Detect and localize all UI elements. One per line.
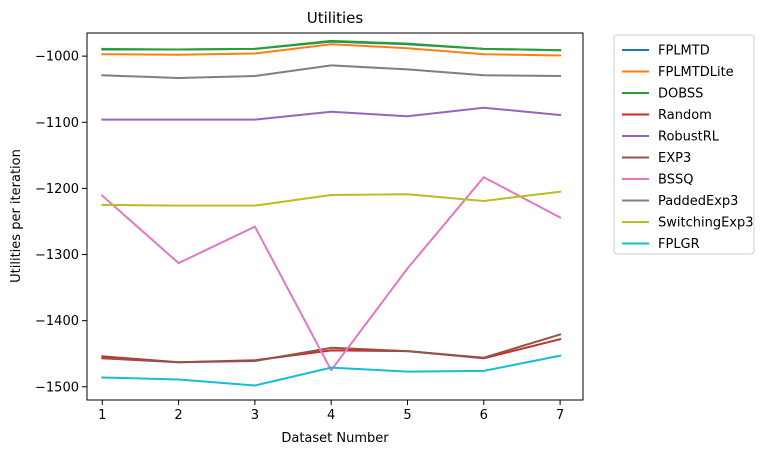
series-line-robustrl bbox=[101, 106, 562, 121]
legend-label-fplgr: FPLGR bbox=[658, 237, 700, 252]
legend-label-robustrl: RobustRL bbox=[658, 130, 720, 145]
x-axis-label: Dataset Number bbox=[281, 431, 389, 446]
x-tick-label: 6 bbox=[480, 408, 488, 423]
chart-title: Utilities bbox=[307, 9, 364, 27]
y-axis-ticks: −1000 −1100 −1200 −1300 −1400 −1500 bbox=[35, 50, 87, 395]
legend-frame bbox=[613, 34, 755, 255]
series-line-paddedexp3 bbox=[101, 64, 562, 79]
series-line-exp3 bbox=[101, 333, 562, 364]
y-tick-label: −1400 bbox=[35, 314, 79, 329]
y-tick-label: −1300 bbox=[35, 248, 79, 263]
legend: FPLMTD FPLMTDLite DOBSS Random RobustRL EXP3 B… bbox=[613, 34, 755, 255]
plot-frame bbox=[86, 32, 584, 401]
legend-label-dobss: DOBSS bbox=[658, 87, 703, 102]
x-tick-label: 7 bbox=[556, 408, 564, 423]
y-tick-label: −1100 bbox=[35, 116, 79, 131]
y-axis-label: Utilities per iteration bbox=[9, 149, 24, 283]
series-line-fplgr bbox=[101, 354, 562, 387]
y-tick-label: −1200 bbox=[35, 182, 79, 197]
x-tick-label: 2 bbox=[174, 408, 182, 423]
series-line-switchingexp3 bbox=[101, 190, 562, 207]
x-tick-label: 4 bbox=[327, 408, 335, 423]
series-line-fplmtdlite bbox=[101, 43, 562, 57]
legend-label-bssq: BSSQ bbox=[658, 173, 693, 188]
series-line-bssq bbox=[100, 176, 562, 372]
y-tick-label: −1000 bbox=[35, 50, 79, 65]
x-tick-label: 5 bbox=[403, 408, 411, 423]
x-axis-ticks: 1 2 3 4 5 6 7 bbox=[98, 400, 564, 423]
x-tick-label: 3 bbox=[251, 408, 259, 423]
legend-label-fplmtd: FPLMTD bbox=[658, 44, 710, 59]
legend-label-paddedexp3: PaddedExp3 bbox=[658, 194, 738, 209]
legend-label-switchingexp3: SwitchingExp3 bbox=[658, 216, 754, 231]
y-tick-label: −1500 bbox=[35, 380, 79, 395]
series-line-dobss bbox=[101, 39, 562, 52]
legend-label-random: Random bbox=[658, 108, 712, 123]
legend-label-exp3: EXP3 bbox=[658, 151, 691, 166]
plot-series bbox=[100, 39, 562, 387]
legend-label-fplmtdlite: FPLMTDLite bbox=[658, 65, 734, 80]
x-tick-label: 1 bbox=[98, 408, 106, 423]
